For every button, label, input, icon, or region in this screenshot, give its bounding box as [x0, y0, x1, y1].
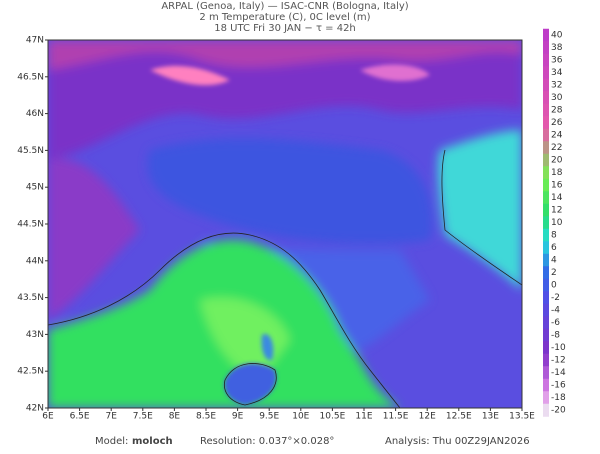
colorbar-label: 36 [551, 56, 563, 66]
colorbar-label: 30 [551, 93, 563, 103]
colorbar-segment [543, 128, 549, 142]
colorbar-label: 12 [551, 206, 562, 216]
colorbar-segment [543, 66, 549, 80]
colorbar-label: 34 [551, 68, 563, 78]
colorbar-label: 26 [551, 118, 563, 128]
header-line: 18 UTC Fri 30 JAN − τ = 42h [214, 23, 356, 34]
colorbar-segment [543, 228, 549, 242]
lat-label: 45.5N [17, 146, 44, 156]
colorbar-segment [543, 241, 549, 255]
colorbar-segment [543, 41, 549, 55]
lon-label: 10E [292, 412, 309, 422]
header-line: ARPAL (Genoa, Italy) — ISAC-CNR (Bologna… [161, 1, 408, 12]
footer-resolution: Resolution: 0.037°×0.028° [200, 436, 334, 447]
lon-label: 8E [169, 412, 181, 422]
colorbar-segment [543, 403, 549, 417]
colorbar-segment [543, 253, 549, 267]
lon-label: 11.5E [383, 412, 409, 422]
lat-label: 47N [26, 36, 44, 46]
colorbar-label: -4 [551, 306, 560, 316]
colorbar-segment [543, 191, 549, 205]
colorbar-label: 2 [551, 268, 557, 278]
lat-label: 46.5N [17, 72, 44, 82]
colorbar-segment [543, 278, 549, 292]
colorbar-label: 8 [551, 231, 557, 241]
colorbar-label: 4 [551, 256, 557, 266]
lat-label: 42.5N [17, 367, 44, 377]
lon-label: 12E [419, 412, 436, 422]
colorbar-label: 28 [551, 106, 563, 116]
colorbar-label: -18 [551, 393, 566, 403]
colorbar-segment [543, 178, 549, 192]
colorbar-label: 16 [551, 181, 563, 191]
colorbar-segment [543, 353, 549, 367]
colorbar-label: 24 [551, 131, 563, 141]
colorbar-segment [543, 153, 549, 167]
colorbar-segment [543, 141, 549, 155]
colorbar-label: 18 [551, 168, 563, 178]
colorbar-label: 6 [551, 243, 557, 253]
lat-label: 43.5N [17, 293, 44, 303]
lon-label: 9.5E [259, 412, 279, 422]
colorbar-segment [543, 316, 549, 330]
colorbar-segment [543, 391, 549, 405]
colorbar-label: -12 [551, 356, 566, 366]
lon-label: 11E [355, 412, 372, 422]
colorbar-segment [543, 78, 549, 92]
colorbar-label: 40 [551, 31, 563, 41]
colorbar-label: -6 [551, 318, 560, 328]
lon-label: 7.5E [133, 412, 153, 422]
colorbar-label: -2 [551, 293, 560, 303]
colorbar-segment [543, 116, 549, 130]
lat-label: 46N [26, 109, 44, 119]
colorbar-label: 22 [551, 143, 562, 153]
colorbar-label: 20 [551, 156, 563, 166]
colorbar-label: -16 [551, 381, 566, 391]
map-field [48, 40, 522, 408]
lat-label: 44.5N [17, 220, 44, 230]
lat-label: 45N [26, 183, 44, 193]
colorbar-segment [543, 91, 549, 105]
colorbar-segment [543, 53, 549, 67]
lat-label: 42N [26, 404, 44, 414]
lat-label: 43N [26, 330, 44, 340]
lon-label: 6E [42, 412, 54, 422]
colorbar-segment [543, 303, 549, 317]
lon-label: 8.5E [196, 412, 216, 422]
colorbar-label: 32 [551, 81, 562, 91]
lon-label: 12.5E [446, 412, 472, 422]
colorbar-label: 0 [551, 281, 557, 291]
colorbar-segment [543, 341, 549, 355]
colorbar-label: 38 [551, 43, 563, 53]
colorbar-segment [543, 103, 549, 117]
lon-label: 6.5E [70, 412, 90, 422]
lat-label: 44N [26, 256, 44, 266]
colorbar-segment [543, 328, 549, 342]
lon-label: 10.5E [320, 412, 346, 422]
colorbar-label: -10 [551, 343, 566, 353]
colorbar-label: -20 [551, 406, 566, 416]
colorbar-segment [543, 366, 549, 380]
lon-label: 7E [105, 412, 117, 422]
colorbar-label: -14 [551, 368, 566, 378]
colorbar-label: 14 [551, 193, 563, 203]
colorbar-segment [543, 166, 549, 180]
colorbar-segment [543, 291, 549, 305]
colorbar-segment [543, 378, 549, 392]
colorbar-label: -8 [551, 331, 560, 341]
colorbar-label: 10 [551, 218, 563, 228]
colorbar-segment [543, 203, 549, 217]
footer-label: Model: [95, 436, 128, 447]
lon-label: 13E [482, 412, 499, 422]
colorbar-segment [543, 28, 549, 42]
colorbar-segment [543, 266, 549, 280]
footer-model: moloch [132, 436, 173, 447]
lon-label: 13.5E [509, 412, 535, 422]
footer-analysis: Analysis: Thu 00Z29JAN2026 [385, 436, 530, 447]
lon-label: 9E [232, 412, 244, 422]
header-line: 2 m Temperature (C), 0C level (m) [199, 12, 370, 23]
colorbar-segment [543, 216, 549, 230]
